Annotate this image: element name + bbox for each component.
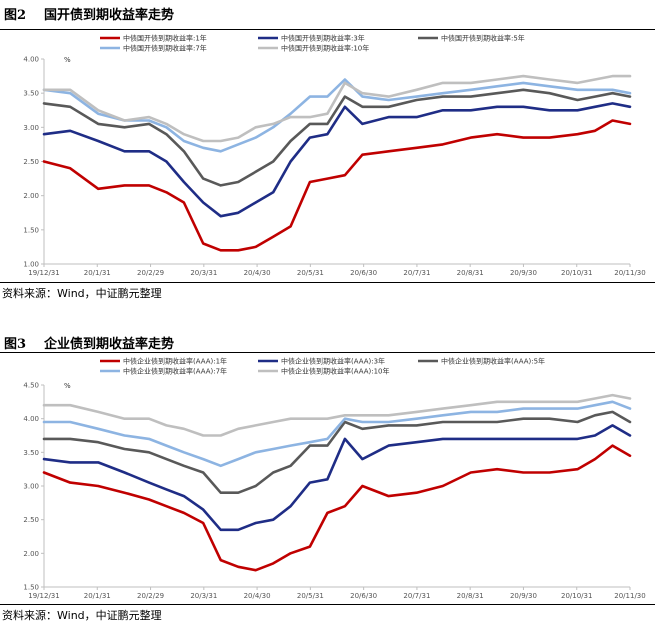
- fig1-y-tick-label: 1.50: [23, 226, 39, 234]
- fig2-legend-4-label: 中债企业债到期收益率(AAA):7年: [123, 367, 227, 376]
- figure2-bottom-rule: [0, 604, 655, 605]
- fig2-series-3-line: [42, 410, 632, 494]
- fig1-x-tick-label: 20/9/30: [510, 269, 537, 277]
- fig2-unit-label: %: [64, 382, 71, 390]
- fig2-x-tick-label: 20/9/30: [510, 592, 537, 600]
- fig1-series-2-line: [42, 102, 632, 218]
- fig1-legend-3-label: 中债国开债到期收益率:5年: [441, 34, 525, 43]
- fig1-legend-2-label: 中债国开债到期收益率:3年: [281, 34, 365, 43]
- fig2-x-tick-label: 20/2/29: [137, 592, 164, 600]
- fig1-x-tick-label: 19/12/31: [28, 269, 59, 277]
- fig1-x-tick-label: 20/5/31: [297, 269, 324, 277]
- fig2-x-tick-label: 20/5/31: [297, 592, 324, 600]
- figure1-title-text: 国开债到期收益率走势: [44, 8, 175, 23]
- fig2-series-2-line: [42, 424, 632, 532]
- fig1-legend-4-label: 中债国开债到期收益率:7年: [123, 44, 207, 53]
- fig2-x-tick-label: 20/7/31: [403, 592, 430, 600]
- fig1-x-tick-label: 20/8/31: [457, 269, 484, 277]
- figure2-source: 资料来源：Wind，中证鹏元整理: [2, 609, 162, 622]
- figure1-label: 图2: [4, 8, 27, 23]
- fig2-legend-5-label: 中债企业债到期收益率(AAA):10年: [281, 367, 389, 376]
- figure1-bottom-rule: [0, 282, 655, 283]
- fig2-x-tick-label: 20/6/30: [350, 592, 377, 600]
- fig1-series-3-line: [42, 88, 632, 187]
- figure2-title: 图3 企业债到期收益率走势: [4, 333, 174, 352]
- fig1-y-tick-label: 2.50: [23, 158, 39, 166]
- figure2-label: 图3: [4, 337, 27, 352]
- fig2-y-tick-label: 2.00: [23, 550, 39, 558]
- fig2-x-tick-label: 20/8/31: [457, 592, 484, 600]
- fig1-y-tick-label: 3.50: [23, 90, 39, 98]
- figure2-chart: % 1.50 2.00 2.50 3.00 3.50 4.00 4.50 19/12/31 20/…: [23, 357, 645, 601]
- fig2-x-tick-label: 20/3/31: [190, 592, 217, 600]
- fig2-y-tick-label: 4.50: [23, 382, 39, 390]
- fig1-unit-label: %: [64, 56, 71, 64]
- fig2-y-tick-label: 3.00: [23, 483, 39, 491]
- fig1-x-tick-label: 20/3/31: [190, 269, 217, 277]
- fig1-series-4-line: [42, 78, 632, 153]
- fig1-y-tick-label: 1.00: [23, 261, 39, 269]
- fig1-y-tick-label: 3.00: [23, 124, 39, 132]
- fig1-x-tick-label: 20/1/31: [84, 269, 111, 277]
- fig2-x-tick-label: 20/4/30: [244, 592, 271, 600]
- fig2-series-1-line: [42, 444, 632, 572]
- fig2-x-tick-label: 19/12/31: [28, 592, 59, 600]
- fig1-legend-5-label: 中债国开债到期收益率:10年: [281, 44, 369, 53]
- figure1-chart: % 1.00 1.50 2.00 2.50 3.00 3.50 4.00 19/12/31 20/…: [23, 34, 645, 278]
- fig1-x-tick-label: 20/11/30: [614, 269, 645, 277]
- fig1-y-tick-label: 4.00: [23, 56, 39, 64]
- fig1-x-tick-label: 20/2/29: [137, 269, 164, 277]
- fig2-y-tick-label: 2.50: [23, 516, 39, 524]
- fig2-y-tick-label: 3.50: [23, 449, 39, 457]
- fig2-y-tick-label: 4.00: [23, 415, 39, 423]
- figure1-source: 资料来源：Wind，中证鹏元整理: [2, 287, 162, 300]
- fig2-y-tick-label: 1.50: [23, 584, 39, 592]
- fig1-x-tick-label: 20/4/30: [244, 269, 271, 277]
- figure2-top-rule: [0, 352, 655, 353]
- figure1-top-rule: [0, 29, 655, 30]
- fig1-series-5-line: [42, 74, 632, 143]
- fig1-series-1-line: [42, 119, 632, 252]
- fig2-legend-3-label: 中债企业债到期收益率(AAA):5年: [441, 357, 545, 366]
- figure1-title: 图2 国开债到期收益率走势: [4, 4, 174, 23]
- fig2-x-tick-label: 20/10/31: [561, 592, 592, 600]
- fig2-series-4-line: [42, 400, 632, 468]
- fig1-x-tick-label: 20/7/31: [403, 269, 430, 277]
- fig2-series-5-line: [42, 393, 632, 437]
- fig2-x-tick-label: 20/11/30: [614, 592, 645, 600]
- fig2-legend-2-label: 中债企业债到期收益率(AAA):3年: [281, 357, 385, 366]
- fig1-x-tick-label: 20/6/30: [350, 269, 377, 277]
- fig1-y-tick-label: 2.00: [23, 192, 39, 200]
- fig1-x-tick-label: 20/10/31: [561, 269, 592, 277]
- fig2-x-tick-label: 20/1/31: [84, 592, 111, 600]
- fig1-legend-1-label: 中债国开债到期收益率:1年: [123, 34, 207, 43]
- figure2-title-text: 企业债到期收益率走势: [44, 337, 175, 352]
- fig2-legend-1-label: 中债企业债到期收益率(AAA):1年: [123, 357, 227, 366]
